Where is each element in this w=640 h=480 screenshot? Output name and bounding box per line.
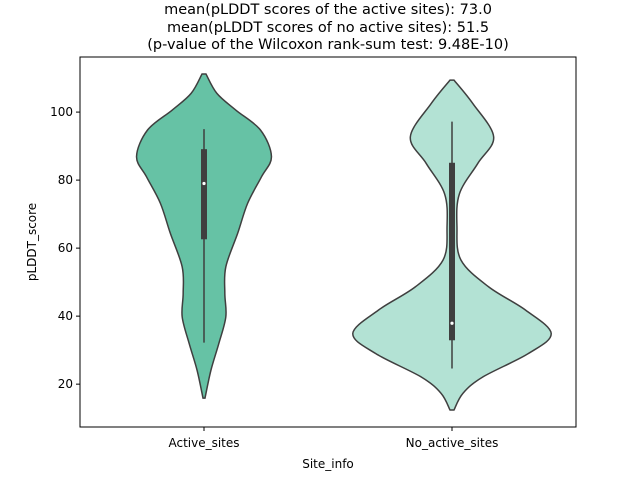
median-marker (202, 181, 206, 186)
y-tick-label: 100 (50, 105, 73, 119)
y-tick-label: 40 (58, 309, 73, 323)
y-axis: 20 40 60 80 100 (50, 105, 80, 391)
chart-title-line-1: mean(pLDDT scores of the active sites): … (164, 2, 492, 18)
y-tick-label: 80 (58, 173, 73, 187)
chart-title-line-2: mean(pLDDT scores of no active sites): 5… (167, 20, 489, 36)
violins-layer (135, 73, 552, 411)
iqr-box (201, 149, 207, 240)
y-axis-label: pLDDT_score (25, 203, 39, 281)
plot-frame (79, 56, 577, 428)
x-tick-label: Active_sites (168, 436, 239, 450)
y-tick-label: 60 (58, 241, 73, 255)
x-tick-label: No_active_sites (406, 436, 499, 450)
x-axis: Active_sites No_active_sites (168, 427, 498, 450)
y-tick-label: 20 (58, 377, 73, 391)
median-marker (450, 321, 454, 325)
chart-title-line-3: (p-value of the Wilcoxon rank-sum test: … (147, 37, 508, 53)
iqr-box (449, 162, 455, 341)
x-axis-label: Site_info (302, 457, 354, 471)
